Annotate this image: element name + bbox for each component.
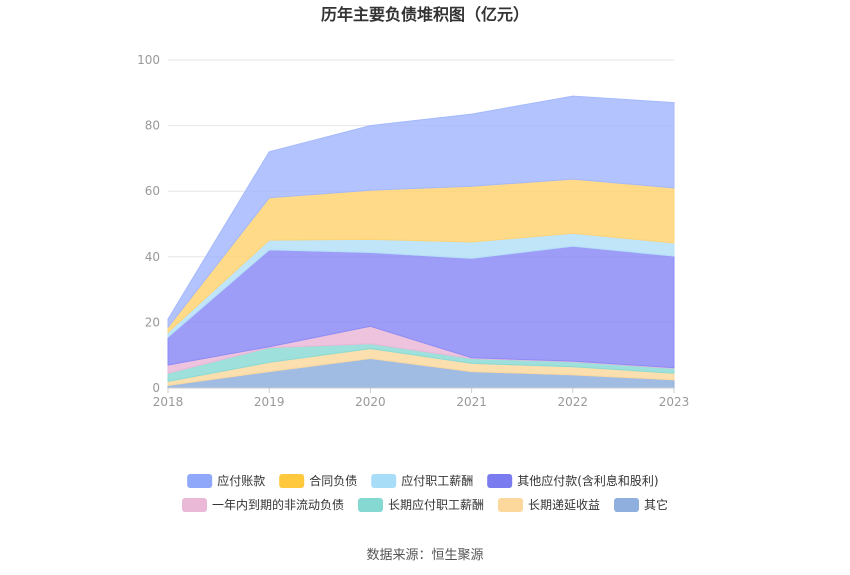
legend-swatch: [498, 498, 523, 512]
x-tick-label: 2022: [558, 395, 589, 409]
legend-label: 其它: [644, 497, 668, 512]
legend-swatch: [182, 498, 207, 512]
legend-label: 长期应付职工薪酬: [388, 497, 484, 512]
legend-item[interactable]: 其它: [614, 497, 668, 512]
legend-swatch: [279, 474, 305, 488]
y-tick-label: 0: [152, 381, 160, 395]
legend-item[interactable]: 其他应付款(含利息和股利): [487, 473, 659, 488]
data-source-note: 数据来源：恒生聚源: [366, 548, 483, 563]
legend-item[interactable]: 合同负债: [279, 473, 357, 488]
legend-item[interactable]: 应付账款: [187, 473, 265, 488]
y-tick-label: 80: [145, 119, 160, 133]
x-tick-label: 2018: [153, 395, 184, 409]
legend-label: 其他应付款(含利息和股利): [517, 473, 658, 488]
legend-swatch: [187, 474, 213, 488]
legend-label: 应付账款: [217, 473, 265, 488]
legend-swatch: [487, 474, 513, 488]
legend-item[interactable]: 应付职工薪酬: [371, 473, 473, 488]
legend-item[interactable]: 一年内到期的非流动负债: [182, 497, 344, 512]
y-tick-label: 40: [145, 250, 160, 264]
x-tick-label: 2021: [456, 395, 487, 409]
legend-label: 应付职工薪酬: [401, 473, 473, 488]
area-应付账款: [167, 95, 675, 329]
y-tick-label: 60: [145, 184, 160, 198]
y-tick-label: 100: [137, 53, 160, 67]
legend-label: 合同负债: [309, 473, 357, 488]
area-series: [167, 95, 675, 389]
y-tick-label: 20: [145, 315, 160, 329]
legend-swatch: [614, 498, 639, 512]
legend-item[interactable]: 长期递延收益: [498, 498, 600, 512]
x-tick-label: 2023: [659, 395, 690, 409]
chart-title: 历年主要负债堆积图（亿元）: [321, 5, 529, 24]
legend-swatch: [358, 498, 383, 512]
legend-label: 一年内到期的非流动负债: [212, 497, 344, 512]
x-tick-label: 2019: [254, 395, 285, 409]
legend-item[interactable]: 长期应付职工薪酬: [358, 497, 484, 512]
x-tick-label: 2020: [355, 395, 386, 409]
axes: 0 20 40 60 80 100 2018 2019 2020 2021 2022 2023: [137, 53, 689, 409]
legend: 应付账款 合同负债 应付职工薪酬 其他应付款(含利息和股利) 一年内到期的非流动负债 长期…: [182, 473, 668, 512]
legend-swatch: [371, 474, 397, 488]
legend-label: 长期递延收益: [528, 498, 600, 512]
